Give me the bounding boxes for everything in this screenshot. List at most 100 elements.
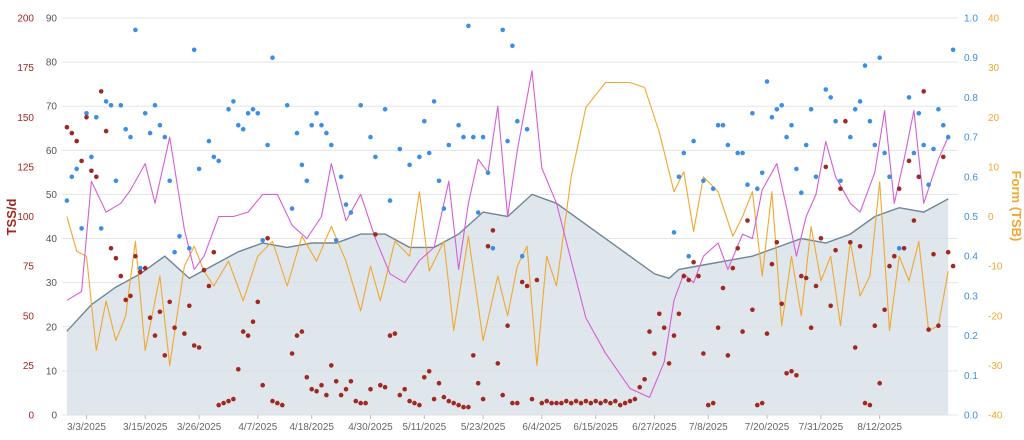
tss-point	[906, 158, 912, 164]
tss-tick-label: 100	[17, 212, 34, 223]
if-tick-label: 0.1	[964, 371, 978, 382]
if-point	[862, 63, 868, 68]
if-point	[725, 142, 731, 148]
tss-point	[84, 115, 89, 120]
tss-point	[671, 333, 677, 338]
if-point	[867, 118, 873, 124]
if-point	[519, 253, 525, 259]
tss-point	[779, 301, 784, 307]
if-point	[89, 154, 94, 160]
if-point	[265, 142, 270, 148]
if-point	[191, 47, 197, 53]
tss-point	[422, 375, 427, 380]
tss-point	[304, 375, 310, 380]
if-point	[167, 178, 172, 184]
tss-point	[936, 323, 941, 329]
tss-point	[275, 400, 280, 406]
tss-point	[833, 247, 838, 253]
if-point	[196, 166, 202, 172]
form-tick-label: -10	[988, 262, 1003, 273]
if-point	[515, 118, 520, 124]
if-point	[720, 122, 726, 128]
if-point	[671, 230, 677, 235]
tss-point	[750, 307, 755, 313]
if-point	[838, 178, 843, 184]
tss-point	[608, 400, 613, 406]
tss-point	[519, 279, 525, 285]
tss-point	[392, 331, 398, 336]
if-point	[240, 126, 246, 132]
if-point	[764, 79, 770, 84]
if-point	[236, 122, 241, 128]
tss-point	[382, 384, 388, 390]
x-tick-label: 6/4/2025	[522, 422, 561, 433]
ctl-tick-label: 0	[51, 411, 57, 422]
if-point	[113, 178, 119, 184]
tss-tick-label: 175	[17, 63, 34, 74]
if-point	[348, 210, 354, 215]
tss-point	[446, 398, 452, 404]
form-tick-label: 20	[988, 113, 1000, 124]
tss-point	[593, 398, 598, 404]
tss-point	[397, 392, 403, 398]
tss-point	[431, 396, 437, 402]
if-axis-ticks: 0.0 0.1 0.2 0.3 0.4 0.5 0.6 0.7 0.8 0.9 1.0	[964, 14, 978, 422]
if-point	[319, 122, 324, 128]
if-point	[284, 103, 290, 108]
tss-point	[280, 402, 285, 408]
tss-point	[299, 329, 305, 334]
if-point	[779, 103, 784, 108]
tss-point	[490, 228, 496, 233]
tss-point	[456, 402, 461, 408]
if-point	[755, 186, 760, 191]
tss-point	[510, 400, 515, 406]
atl-series	[66, 70, 949, 398]
if-point	[211, 154, 217, 160]
if-point	[759, 170, 765, 176]
if-point	[397, 146, 403, 152]
tss-point	[142, 265, 148, 271]
if-point	[260, 238, 266, 243]
if-tick-label: 0.4	[964, 252, 978, 263]
tss-point	[828, 303, 833, 309]
x-tick-label: 6/15/2025	[573, 422, 618, 433]
tss-point	[358, 400, 364, 406]
if-tick-label: 0.2	[964, 331, 978, 342]
if-point	[441, 206, 447, 211]
tss-point	[495, 361, 501, 366]
if-point	[98, 226, 104, 231]
tss-point	[583, 398, 589, 404]
tss-point	[911, 218, 917, 223]
tss-point	[240, 329, 246, 334]
tss-tick-label: 0	[28, 411, 34, 422]
tss-point	[848, 240, 853, 245]
x-tick-label: 3/15/2025	[123, 422, 168, 433]
tss-point	[803, 275, 809, 281]
tss-point	[921, 89, 926, 94]
tss-point	[441, 394, 447, 400]
tss-point	[784, 371, 789, 376]
tss-point	[755, 402, 760, 408]
if-point	[162, 134, 168, 140]
if-tick-label: 0.3	[964, 291, 978, 302]
if-point	[187, 246, 192, 251]
tss-point	[64, 124, 70, 130]
tss-tick-label: 75	[23, 262, 35, 273]
tss-point	[373, 232, 378, 237]
tss-point	[632, 396, 638, 402]
tss-point	[686, 277, 691, 283]
tss-tick-label: 25	[23, 361, 35, 372]
if-tick-label: 0.7	[964, 133, 978, 144]
tss-point	[324, 392, 329, 398]
if-point	[373, 154, 378, 160]
if-point	[118, 103, 124, 108]
tss-point	[196, 345, 202, 350]
tss-point	[627, 398, 633, 404]
if-point	[206, 138, 212, 144]
ctl-line	[66, 193, 949, 332]
if-point	[84, 111, 89, 116]
if-point	[407, 162, 412, 168]
if-point	[803, 142, 809, 148]
tss-point	[529, 396, 535, 402]
